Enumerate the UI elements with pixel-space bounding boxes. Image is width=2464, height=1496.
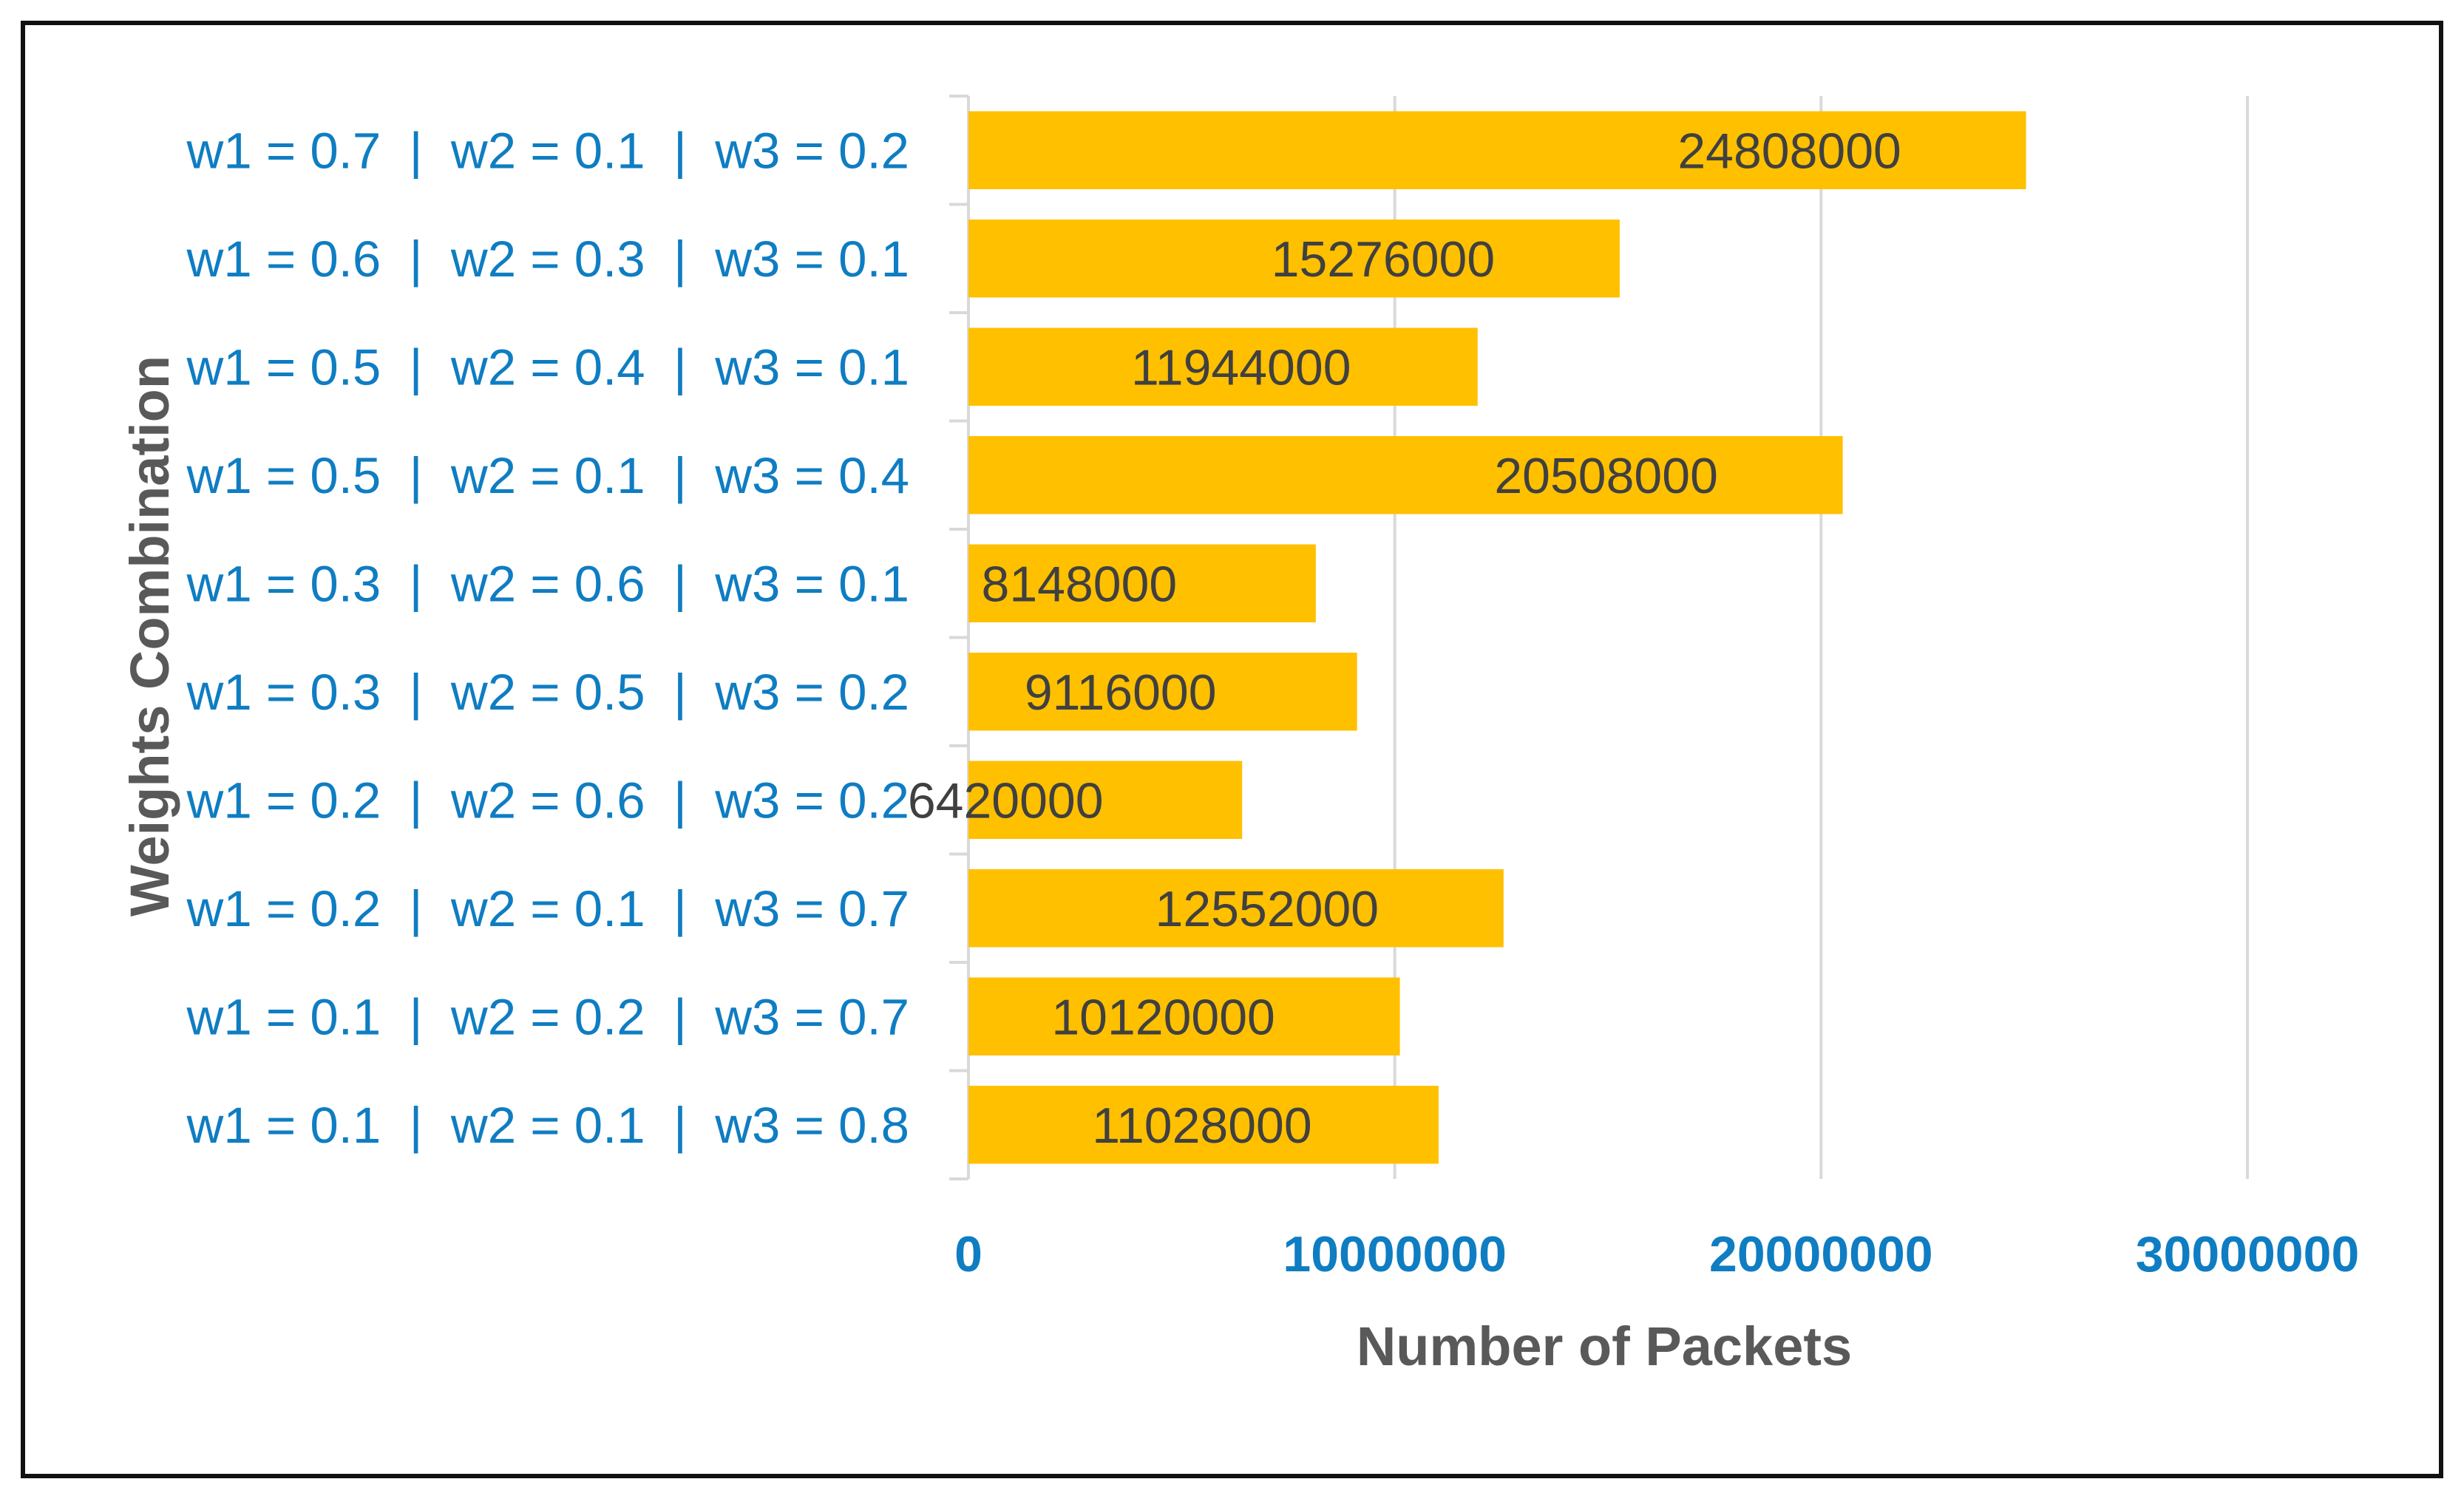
x-tick-label: 0: [954, 1226, 982, 1282]
data-label: 20508000: [1494, 448, 1718, 504]
bar: [968, 1086, 1439, 1164]
bar: [968, 761, 1243, 839]
data-label: 8148000: [982, 556, 1178, 612]
bars: [968, 111, 2026, 1164]
bar: [968, 653, 1357, 731]
category-label: w1 = 0.6 | w2 = 0.3 | w3 = 0.1: [186, 231, 910, 288]
category-label: w1 = 0.5 | w2 = 0.4 | w3 = 0.1: [186, 339, 910, 395]
bar: [968, 436, 1843, 514]
bar: [968, 220, 1620, 298]
y-axis-title: Weights Combination: [119, 356, 180, 917]
category-label: w1 = 0.2 | w2 = 0.1 | w3 = 0.7: [186, 880, 910, 937]
category-label: w1 = 0.1 | w2 = 0.2 | w3 = 0.7: [186, 988, 910, 1045]
category-label: w1 = 0.5 | w2 = 0.1 | w3 = 0.4: [186, 447, 910, 504]
x-tick-label: 10000000: [1283, 1226, 1507, 1282]
x-tick-label: 30000000: [2136, 1226, 2360, 1282]
data-label: 9116000: [1025, 664, 1217, 721]
data-label: 12552000: [1155, 881, 1379, 937]
data-label: 10120000: [1051, 989, 1275, 1045]
category-label: w1 = 0.3 | w2 = 0.5 | w3 = 0.2: [186, 664, 910, 721]
category-label: w1 = 0.7 | w2 = 0.1 | w3 = 0.2: [186, 122, 910, 179]
bar: [968, 869, 1504, 948]
bar: [968, 977, 1400, 1055]
category-label: w1 = 0.3 | w2 = 0.6 | w3 = 0.1: [186, 555, 910, 612]
x-axis-title: Number of Packets: [1357, 1316, 1852, 1377]
bar: [968, 544, 1316, 622]
data-label: 6420000: [908, 772, 1104, 829]
category-labels: w1 = 0.7 | w2 = 0.1 | w3 = 0.2 w1 = 0.6 |…: [186, 122, 910, 1154]
x-tick-label: 20000000: [1709, 1226, 1933, 1282]
category-label: w1 = 0.1 | w2 = 0.1 | w3 = 0.8: [186, 1097, 910, 1154]
bar: [968, 327, 1478, 406]
x-tick-labels: 0 10000000 20000000 30000000: [954, 1226, 2359, 1282]
bar: [968, 111, 2026, 189]
category-label: w1 = 0.2 | w2 = 0.6 | w3 = 0.2: [186, 772, 910, 829]
data-labels: 24808000 15276000 11944000 20508000 8148000 9…: [908, 123, 1901, 1154]
data-label: 11028000: [1092, 1098, 1312, 1154]
data-label: 11944000: [1131, 339, 1351, 395]
data-label: 15276000: [1272, 231, 1496, 288]
data-label: 24808000: [1677, 123, 1901, 179]
